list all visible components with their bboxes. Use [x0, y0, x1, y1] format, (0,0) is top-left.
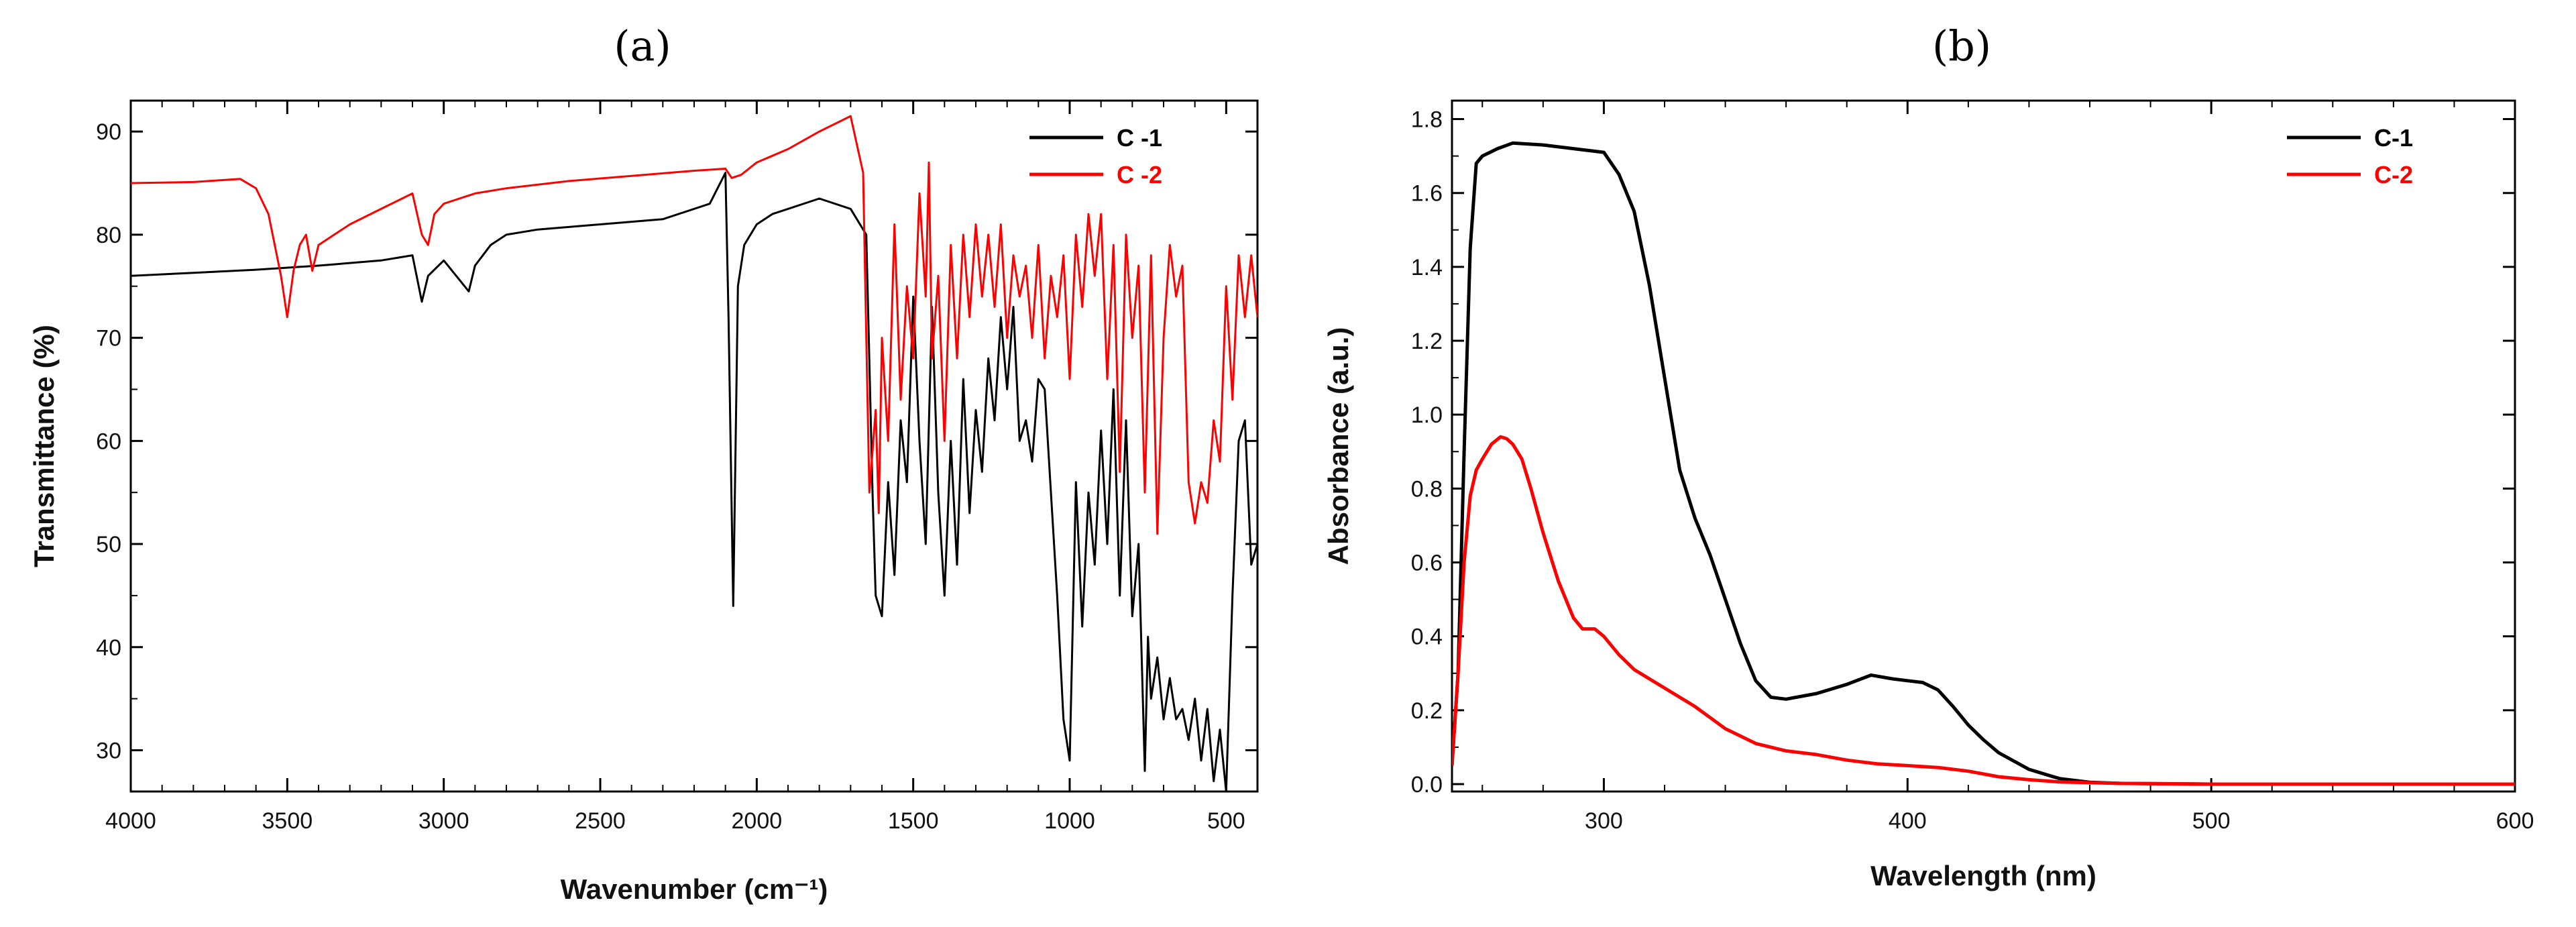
- y-tick-label: 70: [96, 326, 121, 351]
- y-axis-title: Absorbance (a.u.): [1323, 327, 1354, 565]
- x-tick-label: 600: [2496, 808, 2534, 834]
- y-tick-label: 0.4: [1411, 624, 1443, 650]
- panel-a-label: (a): [614, 21, 671, 70]
- x-tick-label: 2500: [575, 808, 626, 834]
- x-tick-label: 400: [1889, 808, 1927, 834]
- y-axis-title: Transmittance (%): [28, 325, 60, 567]
- y-tick-label: 0.8: [1411, 476, 1443, 502]
- y-tick-label: 60: [96, 429, 121, 454]
- y-tick-label: 1.6: [1411, 181, 1443, 207]
- x-tick-label: 1000: [1044, 808, 1095, 834]
- legend-label: C-2: [2374, 161, 2413, 188]
- x-tick-label: 500: [2192, 808, 2231, 834]
- series-line-c-1: [1452, 141, 2515, 786]
- series-line-c-2: [1452, 435, 2515, 786]
- panel-b-label: (b): [1932, 21, 1991, 70]
- y-tick-label: 0.2: [1411, 698, 1443, 724]
- series-line-c-1: [131, 172, 1257, 792]
- plot-frame-a: [129, 99, 1259, 793]
- y-tick-label: 1.0: [1411, 402, 1443, 428]
- y-tick-label: 0.6: [1411, 551, 1443, 576]
- series-line-c-2: [131, 115, 1257, 535]
- legend-label: C -1: [1117, 124, 1162, 152]
- x-tick-label: 2000: [732, 808, 783, 834]
- x-tick-label: 3500: [262, 808, 313, 834]
- legend-label: C -2: [1117, 161, 1162, 188]
- x-tick-label: 1500: [888, 808, 939, 834]
- plot-frame-b: [1451, 99, 2516, 793]
- x-tick-label: 4000: [105, 808, 156, 834]
- y-tick-label: 1.2: [1411, 329, 1443, 354]
- x-tick-label: 3000: [418, 808, 469, 834]
- y-tick-label: 1.8: [1411, 107, 1443, 133]
- chart-b-uv-vis-spectrum: 0.0 0.2 0.4 0.6 0.8 1.0 1.2 1.4 1.6 1.8 300 400 500 6…: [1323, 99, 2534, 891]
- legend-label: C-1: [2374, 124, 2413, 152]
- y-tick-label: 80: [96, 223, 121, 248]
- y-tick-label: 50: [96, 532, 121, 557]
- x-axis-title: Wavelength (nm): [1870, 860, 2096, 891]
- y-tick-label: 40: [96, 635, 121, 661]
- x-tick-label: 300: [1585, 808, 1623, 834]
- y-tick-label: 90: [96, 119, 121, 145]
- x-tick-label: 500: [1207, 808, 1245, 834]
- y-tick-label: 30: [96, 739, 121, 764]
- y-tick-label: 1.4: [1411, 255, 1443, 280]
- y-tick-label: 0.0: [1411, 772, 1443, 798]
- chart-a-ir-spectrum: 30 40 50 60 70 80 90 4000 3500 3000 2500 2000 1500 10…: [28, 99, 1259, 905]
- x-axis-title: Wavenumber (cm⁻¹): [561, 873, 828, 905]
